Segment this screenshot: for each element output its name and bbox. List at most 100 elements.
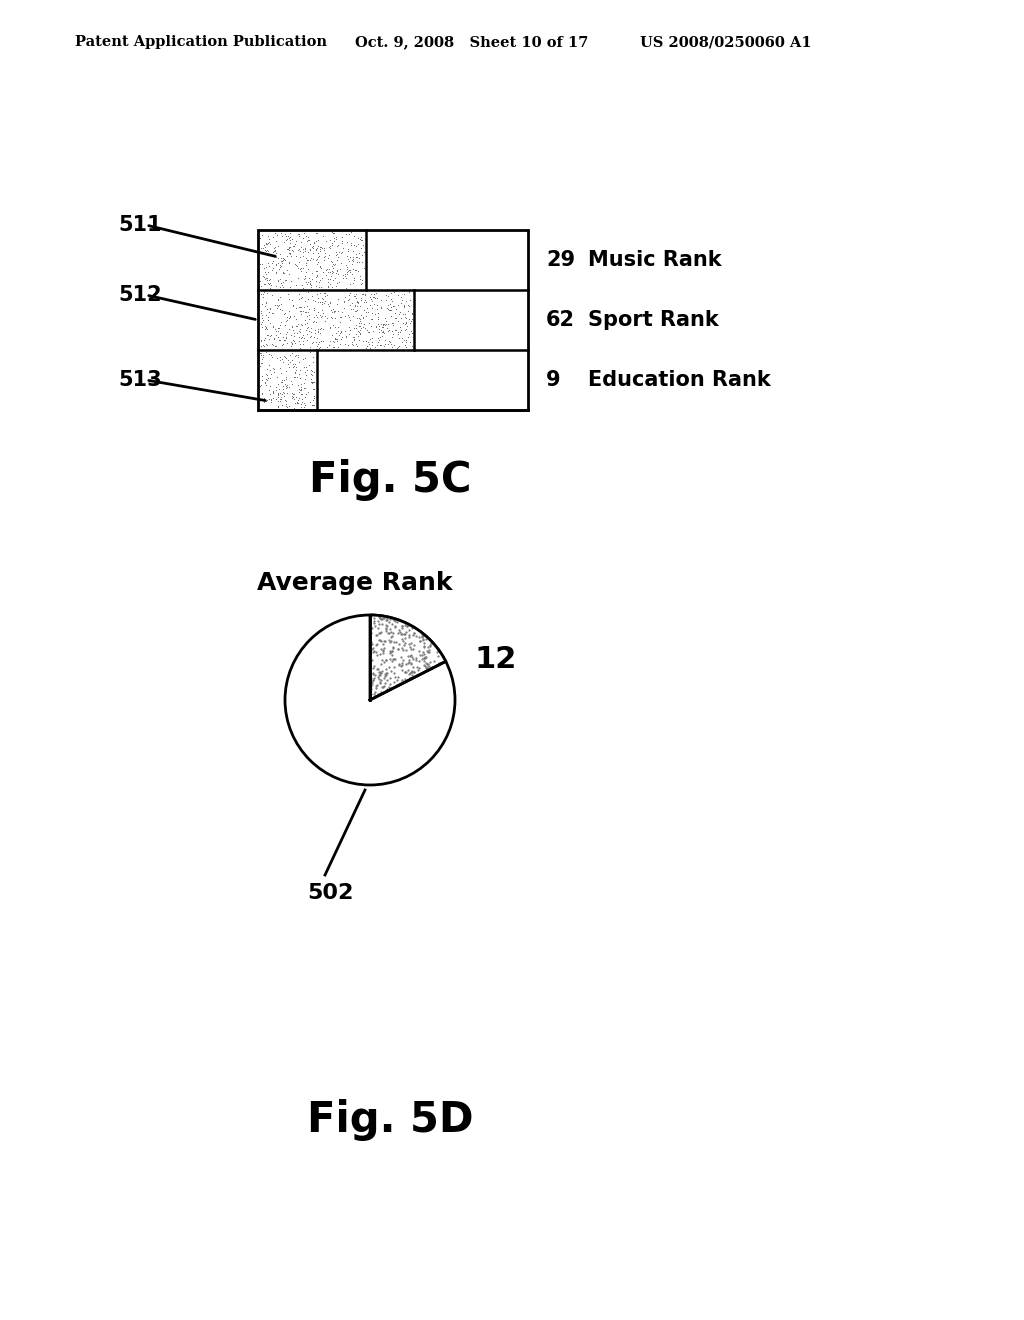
Point [369,286,385,308]
Point [272,391,289,412]
Point [260,272,276,293]
Point [255,309,271,330]
Point [351,308,368,329]
Point [349,292,366,313]
Point [399,327,416,348]
Point [354,234,371,255]
Point [301,355,317,376]
Point [309,264,326,285]
Point [304,333,321,354]
Point [352,323,369,345]
Point [272,273,289,294]
Point [341,282,357,304]
Point [353,318,370,339]
Point [309,265,326,286]
Point [309,334,326,355]
Point [381,300,397,321]
Point [364,334,380,355]
Point [362,309,379,330]
Text: 29: 29 [546,249,575,271]
Point [344,249,360,271]
Point [305,387,322,408]
Point [264,335,281,356]
Point [269,235,286,256]
Point [259,370,275,391]
Point [278,230,294,251]
Point [362,284,379,305]
Point [270,329,287,350]
Text: 512: 512 [118,285,162,305]
Point [402,310,419,331]
Point [267,335,284,356]
Point [322,318,338,339]
Point [291,321,307,342]
Point [386,296,402,317]
Point [390,321,407,342]
Point [358,319,375,341]
Point [293,231,309,252]
Point [339,231,355,252]
Point [318,337,335,358]
Point [370,313,386,334]
Point [346,269,362,290]
Point [271,329,288,350]
Point [257,273,273,294]
Point [256,235,272,256]
Point [291,297,307,318]
Point [312,282,329,304]
Point [278,374,294,395]
Point [324,260,340,281]
Point [321,259,337,280]
Point [316,247,333,268]
Point [294,286,310,308]
Point [265,226,282,247]
Point [330,234,346,255]
Point [379,318,395,339]
Point [288,297,304,318]
Point [391,335,408,356]
Point [319,276,336,297]
Point [304,395,321,416]
Point [300,226,316,247]
Point [384,321,400,342]
Point [290,374,306,395]
Point [334,232,350,253]
Point [256,281,272,302]
Point [260,388,276,409]
Point [369,298,385,319]
Point [269,327,286,348]
Point [253,352,269,374]
Point [326,302,342,323]
Point [370,306,386,327]
Point [292,333,308,354]
Point [299,315,315,337]
Point [291,284,307,305]
Point [283,236,299,257]
Point [299,305,315,326]
Point [270,383,287,404]
Point [271,298,288,319]
Point [258,232,274,253]
Point [275,329,292,350]
Point [349,252,366,273]
Point [325,261,341,282]
Point [312,276,329,297]
Point [299,330,315,351]
Point [347,246,364,267]
Point [282,306,298,327]
Point [355,313,372,334]
Point [258,375,274,396]
Point [257,317,273,338]
Point [342,273,358,294]
Point [278,269,294,290]
Point [265,358,282,379]
Point [269,296,286,317]
Point [287,363,303,384]
Point [316,249,333,271]
Point [360,301,377,322]
Point [387,308,403,329]
Point [284,335,300,356]
Point [399,294,416,315]
Point [354,330,371,351]
Point [257,236,273,257]
